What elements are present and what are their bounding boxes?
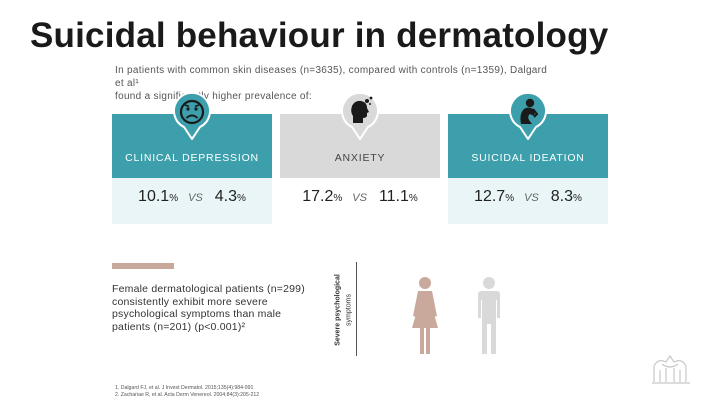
vs-label: VS (188, 192, 203, 204)
card-body: 12.7% VS 8.3% (448, 178, 608, 224)
female-text-line-2: consistently exhibit more severe (112, 295, 268, 308)
despair-person-icon (509, 92, 547, 140)
card-stats: 17.2% VS 11.1% (280, 188, 440, 206)
unit: % (333, 193, 343, 204)
unit: % (573, 193, 582, 204)
unit: % (505, 193, 515, 204)
unit: % (169, 193, 179, 204)
value-patients: 17.2 (302, 188, 334, 205)
female-patients-text: Female dermatological patients (n=299) c… (112, 283, 322, 333)
intro-line-1: In patients with common skin diseases (n… (115, 65, 548, 89)
sad-face-icon (173, 92, 211, 140)
female-text-line-1: Female dermatological patients (n=299) (112, 283, 305, 295)
value-controls: 8.3 (550, 188, 574, 205)
card-label: CLINICAL DEPRESSION (125, 152, 259, 164)
unit: % (237, 193, 246, 204)
stat-card-suicidal-ideation: SUICIDAL IDEATION 12.7% VS 8.3% (448, 0, 608, 240)
axis-line (356, 262, 357, 356)
female-text-line-4: patients (n=201) (p<0.001)² (112, 320, 246, 333)
value-patients: 10.1 (138, 188, 170, 205)
reference-2: 2. Zachariae R, et al. Acta Derm Venereo… (115, 392, 260, 398)
accent-bar (112, 263, 174, 269)
male-figure-icon (478, 277, 500, 354)
reference-1: 1. Dalgard FJ, et al. J Invest Dermatol.… (115, 385, 254, 391)
unit: % (408, 193, 418, 204)
vs-label: VS (352, 192, 367, 204)
female-text-line-3: psychological symptoms than male (112, 308, 282, 320)
value-controls: 11.1 (378, 188, 409, 205)
intro-text: In patients with common skin diseases (n… (115, 64, 555, 103)
vs-label: VS (524, 192, 539, 204)
axis-label-line-1: Severe psychological (334, 274, 342, 346)
references: 1. Dalgard FJ, et al. J Invest Dermatol.… (115, 385, 259, 399)
female-figure-icon (412, 277, 438, 354)
card-header: SUICIDAL IDEATION (448, 114, 608, 178)
slide-title: Suicidal behaviour in dermatology (30, 16, 609, 55)
card-label: ANXIETY (334, 152, 386, 164)
card-body: 10.1% VS 4.3% (112, 178, 272, 224)
card-stats: 12.7% VS 8.3% (448, 188, 608, 206)
stat-card-anxiety: ANXIETY 17.2% VS 11.1% (280, 0, 440, 240)
card-stats: 10.1% VS 4.3% (112, 188, 272, 206)
axis-label-line-2: symptoms (345, 294, 353, 326)
card-body: 17.2% VS 11.1% (280, 178, 440, 224)
intro-line-2: found a significantly higher prevalence … (115, 91, 312, 102)
value-controls: 4.3 (214, 188, 238, 205)
card-label: SUICIDAL IDEATION (471, 152, 585, 164)
card-header: ANXIETY (280, 114, 440, 178)
anxious-head-icon (341, 92, 379, 140)
value-patients: 12.7 (474, 188, 506, 205)
company-logo (652, 354, 690, 384)
